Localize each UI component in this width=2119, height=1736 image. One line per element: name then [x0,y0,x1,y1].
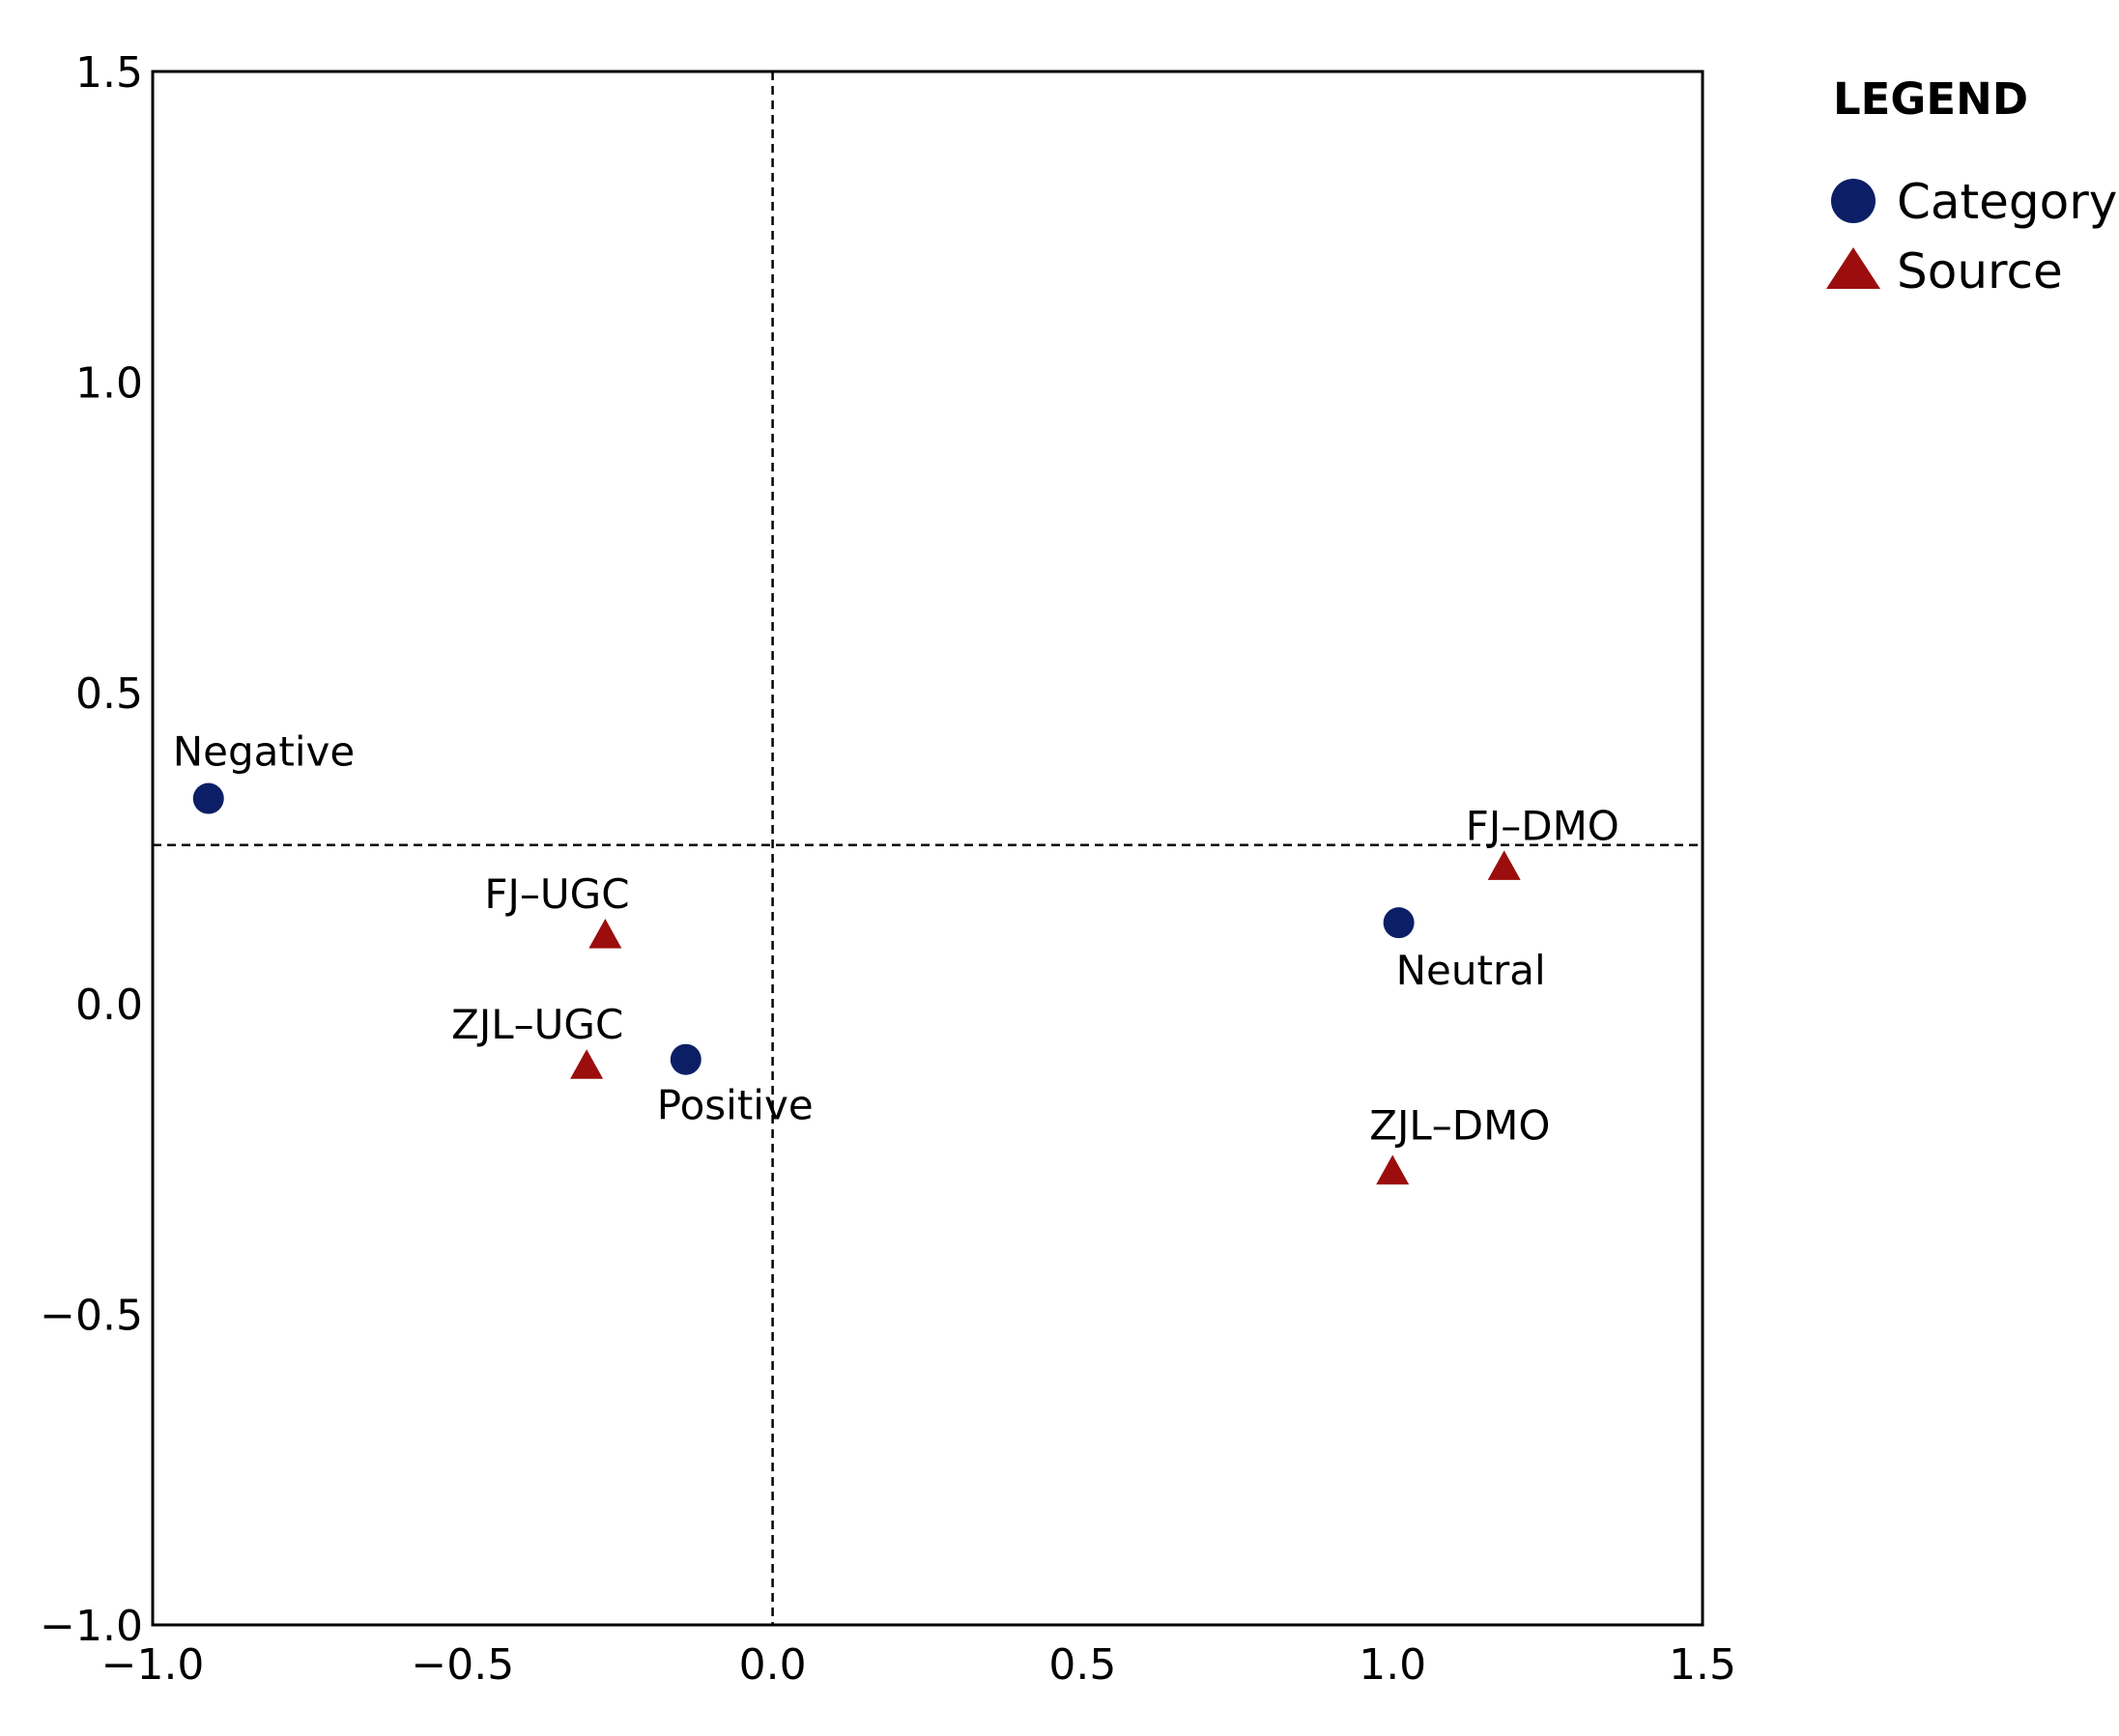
data-point-labels: Negative Positive Neutral FJ–UGC ZJL–UGC FJ–D… [173,728,1619,1150]
label-neutral: Neutral [1396,947,1546,994]
point-positive [670,1043,702,1075]
legend: LEGEND Category Source [1826,73,2117,299]
label-fj-dmo: FJ–DMO [1466,802,1619,849]
y-tick-label: 1.5 [75,48,143,98]
reference-lines [153,71,1703,1625]
x-tick-label: 1.0 [1359,1640,1426,1690]
legend-category-marker [1831,179,1876,223]
x-tick-label: −0.5 [411,1640,514,1690]
legend-source-marker [1826,247,1880,289]
plot-frame [151,70,1704,1627]
y-tick-label: 0.5 [75,669,143,719]
point-fj-ugc [588,919,622,949]
label-zjl-ugc: ZJL–UGC [451,1001,623,1048]
point-zjl-dmo [1376,1154,1410,1185]
x-tick-label: 1.5 [1669,1640,1736,1690]
legend-title: LEGEND [1833,73,2028,125]
label-positive: Positive [657,1082,814,1129]
y-tick-label: −1.0 [40,1602,143,1651]
point-neutral [1383,907,1415,939]
legend-category-label: Category [1897,174,2117,230]
x-tick-label: 0.0 [739,1640,807,1690]
x-axis-ticks: −1.0 −0.5 0.0 0.5 1.0 1.5 [101,1640,1736,1690]
legend-source-label: Source [1897,243,2063,299]
y-tick-label: −0.5 [40,1291,143,1340]
y-tick-label: 1.0 [75,359,143,409]
data-points [192,783,1521,1185]
point-zjl-ugc [570,1049,604,1079]
label-zjl-dmo: ZJL–DMO [1369,1101,1550,1149]
point-fj-dmo [1487,850,1521,880]
x-tick-label: −1.0 [101,1640,205,1690]
label-fj-ugc: FJ–UGC [484,870,629,918]
x-tick-label: 0.5 [1048,1640,1116,1690]
point-negative [192,783,224,814]
label-negative: Negative [173,728,356,776]
y-axis-ticks: −1.0 −0.5 0.0 0.5 1.0 1.5 [40,48,143,1651]
y-tick-label: 0.0 [75,981,143,1030]
